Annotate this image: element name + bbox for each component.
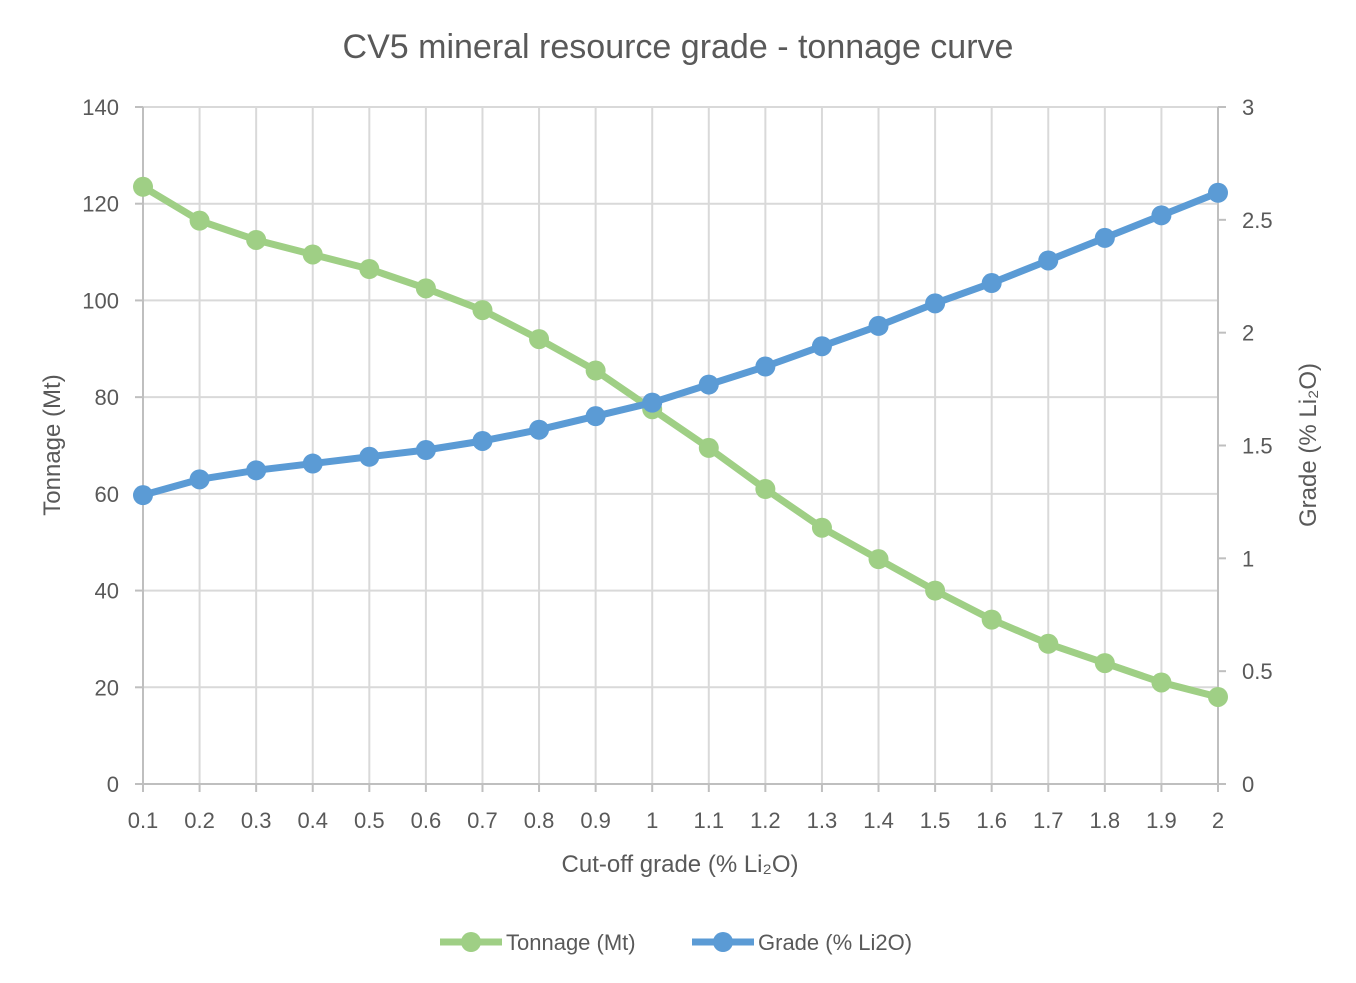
chart-title: CV5 mineral resource grade - tonnage cur…: [343, 28, 1014, 66]
tonnage-data-point: [698, 437, 719, 458]
tonnage-data-point: [359, 258, 380, 279]
grade-data-point: [246, 460, 267, 481]
y-tick-label: 120: [82, 192, 119, 217]
tonnage-data-point: [868, 549, 889, 570]
x-tick-label: 0.8: [524, 808, 555, 833]
tonnage-legend-marker: [461, 932, 481, 952]
grade-data-point: [642, 392, 663, 413]
grade-data-point: [925, 293, 946, 314]
y-tick-label: 60: [95, 482, 119, 507]
y-tick-label: 0: [107, 772, 119, 797]
grade-data-point: [359, 446, 380, 467]
tonnage-data-point: [1038, 633, 1059, 654]
x-tick-label: 1.1: [693, 808, 724, 833]
x-tick-label: 1.9: [1146, 808, 1177, 833]
grade-data-point: [189, 469, 210, 490]
grade-data-point: [1038, 250, 1059, 271]
tonnage-data-point: [585, 360, 606, 381]
y2-axis-title: Grade (% Li₂O): [1295, 363, 1322, 527]
grade-data-point: [981, 273, 1002, 294]
x-tick-label: 0.6: [411, 808, 442, 833]
y2-tick-label: 2.5: [1242, 208, 1273, 233]
x-tick-label: 1.8: [1090, 808, 1121, 833]
tonnage-data-point: [1151, 672, 1172, 693]
grade-data-point: [302, 453, 323, 474]
y2-tick-label: 1: [1242, 546, 1254, 571]
grade-series-line: [139, 189, 1222, 499]
x-tick-label: 0.2: [184, 808, 215, 833]
y-tick-label: 140: [82, 95, 119, 120]
grade-legend-marker: [713, 932, 733, 952]
tonnage-data-point: [246, 229, 267, 250]
tonnage-data-point: [925, 580, 946, 601]
y2-tick-label: 3: [1242, 95, 1254, 120]
grade-data-point: [585, 406, 606, 427]
y2-tick-label: 2: [1242, 321, 1254, 346]
grade-legend-label: Grade (% Li2O): [758, 930, 912, 955]
x-tick-label: 1.5: [920, 808, 951, 833]
y2-tick-label: 1.5: [1242, 434, 1273, 459]
legend: Tonnage (Mt) Grade (% Li2O): [440, 930, 912, 955]
y-tick-label: 20: [95, 675, 119, 700]
axes: [135, 106, 1226, 792]
tonnage-data-point: [133, 176, 153, 197]
series-layer: [133, 176, 1228, 707]
tonnage-data-point: [529, 329, 550, 350]
x-tick-label: 0.1: [128, 808, 159, 833]
x-tick-label: 0.4: [297, 808, 328, 833]
tonnage-data-point: [1094, 653, 1115, 674]
x-tick-label: 1: [646, 808, 658, 833]
grade-data-point: [1151, 205, 1172, 226]
grade-data-point: [1208, 182, 1228, 203]
x-tick-label: 0.5: [354, 808, 385, 833]
grade-data-point: [133, 485, 153, 506]
x-tick-label: 1.6: [976, 808, 1007, 833]
tonnage-data-point: [415, 278, 436, 299]
tonnage-data-point: [1208, 686, 1228, 707]
tonnage-data-point: [981, 609, 1002, 630]
grade-data-point: [755, 356, 776, 377]
y2-tick-label: 0.5: [1242, 659, 1273, 684]
grade-data-point: [811, 336, 832, 357]
y-tick-label: 100: [82, 288, 119, 313]
x-tick-label: 1.3: [807, 808, 838, 833]
tonnage-data-point: [472, 300, 493, 321]
y-axis-title: Tonnage (Mt): [39, 374, 66, 515]
grade-data-point: [698, 374, 719, 395]
tonnage-data-point: [755, 479, 776, 500]
x-axis-title: Cut-off grade (% Li₂O): [562, 851, 799, 878]
grade-data-point: [472, 430, 493, 451]
y-tick-label: 40: [95, 579, 119, 604]
gridlines: [143, 106, 1219, 784]
tonnage-data-point: [811, 517, 832, 538]
x-tick-label: 1.2: [750, 808, 781, 833]
x-tick-label: 0.3: [241, 808, 272, 833]
tonnage-legend-label: Tonnage (Mt): [506, 930, 636, 955]
y2-tick-label: 0: [1242, 772, 1254, 797]
grade-data-point: [415, 440, 436, 461]
grade-data-point: [1094, 227, 1115, 248]
tonnage-data-point: [189, 210, 210, 231]
x-tick-label: 1.4: [863, 808, 894, 833]
tonnage-data-point: [302, 244, 323, 265]
grade-data-point: [529, 419, 550, 440]
x-tick-label: 0.7: [467, 808, 498, 833]
x-tick-label: 1.7: [1033, 808, 1064, 833]
x-tick-label: 2: [1212, 808, 1224, 833]
x-tick-label: 0.9: [580, 808, 611, 833]
y-tick-label: 80: [95, 385, 119, 410]
grade-data-point: [868, 315, 889, 336]
